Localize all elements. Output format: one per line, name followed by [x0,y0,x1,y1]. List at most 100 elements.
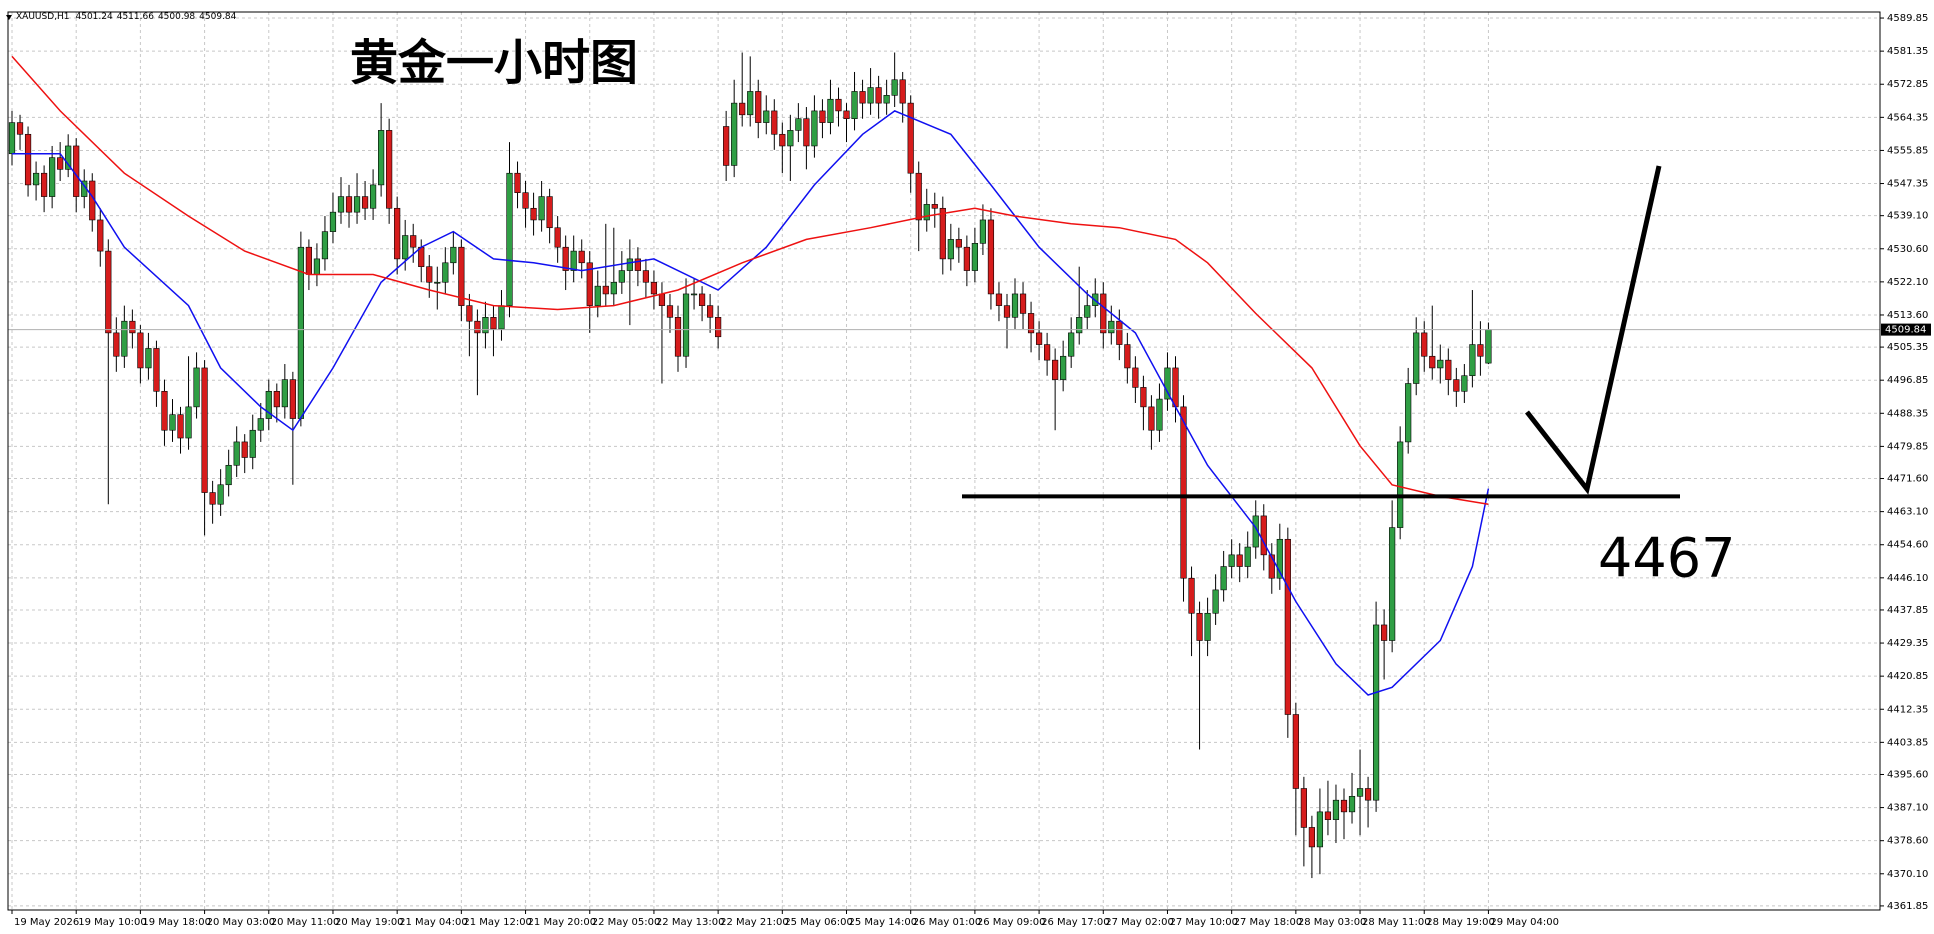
current-price-tag [1881,323,1931,336]
candle-body [1308,827,1316,848]
candle-body [1316,811,1324,848]
candle-body [891,79,898,96]
candle-body [185,406,192,439]
x-tick-label: 26 May 01:00 [913,917,982,928]
candle-body [1276,538,1283,579]
candle-body [498,305,505,330]
y-tick-label: 4479.85 [1887,441,1928,452]
y-tick-label: 4454.60 [1887,540,1928,551]
candle-body [835,98,842,112]
candle-body [1172,367,1179,408]
y-tick-label: 4564.35 [1887,112,1928,123]
candle-body [931,204,938,209]
candle-body [337,196,345,213]
candle-body [32,172,40,186]
candle-body [1148,406,1155,431]
candle-body [1228,554,1235,567]
y-tick-label: 4581.35 [1887,46,1928,57]
candle-body [24,133,32,186]
candle-body [690,293,698,296]
candle-body [257,418,264,431]
x-tick-label: 21 May 12:00 [463,917,532,928]
y-tick-label: 4471.60 [1887,474,1928,485]
candle-body [8,122,16,155]
candle-body [466,305,473,322]
candle-body [482,317,489,334]
x-tick-label: 19 May 10:00 [78,917,147,928]
x-tick-label: 29 May 04:00 [1490,917,1559,928]
moving-average-line [11,55,1489,505]
candle-body [1019,293,1027,314]
candle-body [506,172,513,306]
candle-body [105,250,112,334]
candle-body [658,293,666,306]
candle-body [369,184,377,209]
x-tick-label: 20 May 11:00 [271,917,340,928]
high-value: 4511.66 [117,12,154,22]
candle-body [169,414,176,431]
candle-body [1011,293,1019,318]
candle-body [1108,320,1115,334]
candle-body [1244,546,1251,567]
candle-body [265,390,272,419]
y-tick-label: 4555.85 [1887,145,1928,156]
candle-body [97,219,104,252]
candle-body [233,441,240,466]
menu-triangle [6,15,12,20]
x-tick-label: 27 May 18:00 [1234,917,1303,928]
candle-body [1220,566,1227,591]
candle-body [843,110,850,120]
x-tick-label: 22 May 05:00 [592,917,661,928]
candle-body [57,157,64,170]
candle-body [137,332,144,369]
y-tick-label: 4513.60 [1887,310,1928,321]
candle-body [1477,344,1484,357]
candle-body [209,492,216,505]
candle-body [1340,799,1348,813]
x-tick-label: 22 May 21:00 [720,917,789,928]
candle-body [1397,441,1404,528]
candle-body [811,110,818,147]
x-tick-label: 28 May 19:00 [1426,917,1495,928]
candle-body [225,464,232,486]
candle-body [1188,577,1195,614]
candle-body [1268,554,1275,579]
candle-body [522,192,529,209]
candle-body [217,484,224,505]
x-tick-label: 21 May 20:00 [528,917,597,928]
candle-body [305,246,313,275]
candle-body [666,305,674,318]
candle-body [939,207,946,260]
candle-body [249,429,256,458]
candle-body [49,157,56,197]
y-tick-label: 4361.85 [1887,901,1928,912]
candle-body [875,87,882,104]
candle-body [1076,317,1083,334]
candle-body [995,293,1003,306]
candle-body [987,219,995,295]
y-tick-label: 4530.60 [1887,244,1928,255]
candle-body [65,145,72,170]
candle-body [129,320,136,334]
candle-body [394,207,401,260]
candle-body [353,196,361,213]
candle-body [434,281,441,284]
candle-body [610,281,617,295]
candle-body [386,130,393,209]
candle-body [289,379,296,419]
candle-body [1364,788,1372,801]
candle-body [514,172,521,193]
candle-body [1413,332,1420,384]
candle-body [1429,355,1436,369]
candle-body [1196,612,1203,641]
candle-body [345,196,353,213]
candle-body [450,246,457,264]
y-tick-label: 4412.35 [1887,704,1928,715]
x-tick-label: 21 May 04:00 [399,917,468,928]
grid [8,12,1880,910]
candle-body [698,293,706,306]
candle-body [1060,355,1067,380]
candle-body [562,246,569,271]
